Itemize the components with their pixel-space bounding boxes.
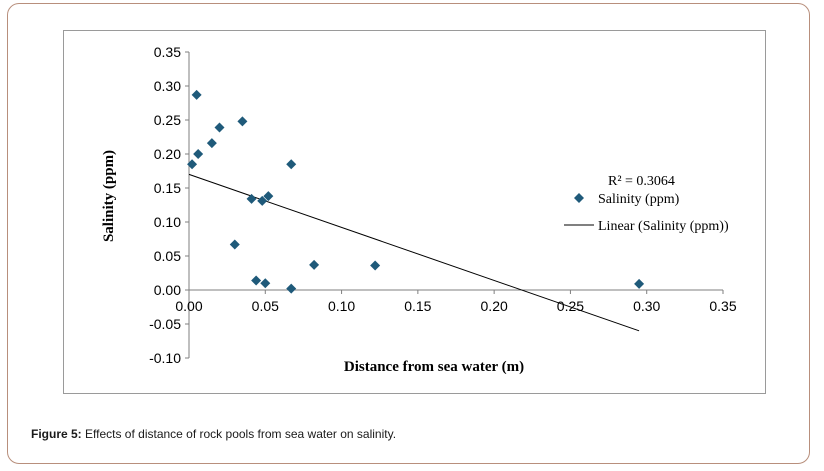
- r-squared-label: R² = 0.3064: [608, 174, 675, 189]
- data-point: [191, 89, 202, 100]
- y-tick-label: 0.15: [154, 180, 181, 196]
- x-tick-label: 0.15: [404, 298, 431, 314]
- x-tick-label: 0.25: [557, 298, 584, 314]
- data-point: [237, 116, 248, 127]
- y-tick-label: 0.00: [154, 282, 181, 298]
- legend-label-trendline: Linear (Salinity (ppm)): [598, 219, 729, 234]
- data-point: [206, 138, 217, 149]
- data-point: [263, 191, 274, 202]
- data-point: [260, 278, 271, 289]
- data-point: [257, 195, 268, 206]
- y-tick-label: 0.35: [154, 44, 181, 60]
- data-point: [309, 259, 320, 270]
- data-point: [370, 260, 381, 271]
- caption-label: Figure 5:: [31, 427, 82, 441]
- x-tick-label: 0.20: [481, 298, 508, 314]
- data-point: [193, 149, 204, 159]
- figure-frame: [7, 3, 810, 464]
- legend-label-salinity: Salinity (ppm): [598, 192, 680, 207]
- x-tick-label: 0.30: [633, 298, 660, 314]
- data-point: [187, 159, 198, 170]
- data-point: [229, 239, 240, 250]
- x-axis-title: Distance from sea water (m): [344, 359, 524, 375]
- figure-caption: Figure 5: Effects of distance of rock po…: [31, 427, 396, 441]
- legend-marker-salinity: [574, 193, 584, 203]
- data-point: [286, 283, 297, 294]
- caption-text: Effects of distance of rock pools from s…: [81, 427, 397, 441]
- y-tick-label: 0.25: [154, 112, 181, 128]
- data-point: [286, 159, 297, 170]
- y-axis-title: Salinity (ppm): [101, 150, 117, 242]
- chart-area-border: [63, 30, 766, 394]
- x-tick-label: 0.35: [709, 298, 736, 314]
- x-tick-label: 0.10: [328, 298, 355, 314]
- y-tick-label: 0.10: [154, 214, 181, 230]
- data-point: [246, 193, 257, 204]
- x-tick-label: 0.00: [175, 298, 202, 314]
- data-point: [251, 275, 262, 286]
- y-tick-label: 0.20: [154, 146, 181, 162]
- data-point: [214, 122, 225, 133]
- y-tick-label: 0.05: [154, 248, 181, 264]
- y-tick-label: -0.05: [149, 316, 181, 332]
- y-tick-label: -0.10: [149, 350, 181, 366]
- x-tick-label: 0.05: [252, 298, 279, 314]
- y-tick-label: 0.30: [154, 78, 181, 94]
- data-point: [634, 278, 645, 289]
